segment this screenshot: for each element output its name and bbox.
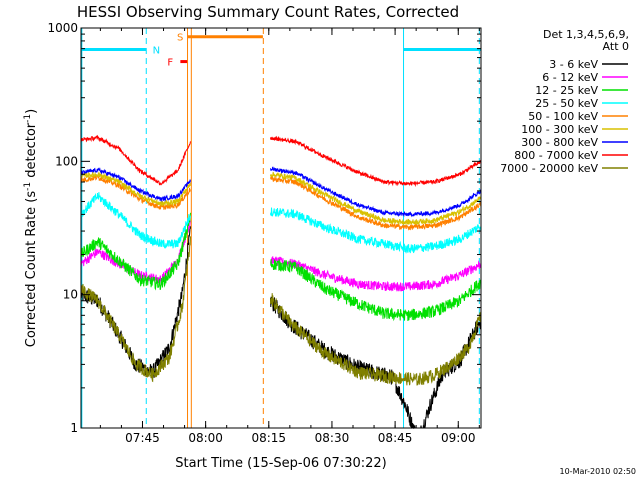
series-line-segment	[270, 293, 482, 386]
series-0	[80, 225, 482, 430]
series-line-segment	[80, 236, 191, 383]
y-axis-label-sup1: -1	[23, 182, 33, 191]
series-line-segment	[80, 212, 191, 291]
series-line-segment	[80, 134, 191, 186]
series-line-segment	[80, 174, 191, 210]
y-axis-label-mid: detector	[24, 122, 39, 182]
footer-timestamp: 10-Mar-2010 02:50	[560, 467, 637, 476]
series-6	[80, 166, 482, 218]
legend-label: 50 - 100 keV	[528, 110, 598, 123]
series-line-segment	[270, 255, 482, 292]
chart-title: HESSI Observing Summary Count Rates, Cor…	[77, 3, 459, 21]
legend-label: 12 - 25 keV	[535, 84, 598, 97]
series-line-segment	[270, 135, 482, 188]
legend-label: 300 - 800 keV	[521, 136, 598, 149]
series-line-segment	[270, 207, 482, 254]
legend-label: 6 - 12 keV	[542, 71, 598, 84]
y-axis-label-end: )	[24, 109, 39, 114]
series-5	[80, 170, 482, 226]
series-line-segment	[270, 259, 482, 322]
x-tick-label: 08:00	[188, 431, 223, 445]
series-line-segment	[270, 174, 482, 231]
series-3	[80, 192, 482, 254]
series-2	[80, 212, 482, 322]
y-tick-label: 1000	[47, 21, 78, 35]
y-axis-label-sup2: -1	[23, 114, 33, 123]
series-line-segment	[270, 166, 482, 218]
series-7	[80, 134, 482, 188]
y-axis-label: Corrected Count Rate (s-1 detector-1)	[23, 109, 39, 347]
axis-ticks: 07:45 08:00 08:15 08:30 08:45 09:00 1 10 100 1000	[47, 21, 481, 445]
x-tick-label: 08:30	[315, 431, 350, 445]
series-line-segment	[270, 171, 482, 226]
y-tick-label: 1	[70, 421, 78, 435]
flare-label: F	[167, 58, 173, 69]
legend-header-1: Det 1,3,4,5,6,9,	[543, 28, 629, 41]
x-tick-label: 08:15	[251, 431, 286, 445]
series-layer	[80, 134, 482, 430]
series-8	[80, 236, 482, 386]
x-tick-label: 08:45	[378, 431, 413, 445]
y-tick-label: 100	[55, 154, 78, 168]
legend-header-2: Att 0	[603, 40, 629, 53]
night-label: N	[153, 45, 160, 56]
legend-label: 3 - 6 keV	[549, 58, 598, 71]
legend-label: 25 - 50 keV	[535, 97, 598, 110]
series-line-segment	[270, 296, 482, 430]
y-axis-label-main: Corrected Count Rate (s	[24, 191, 39, 348]
series-line-segment	[80, 170, 191, 207]
legend-label: 800 - 7000 keV	[514, 149, 598, 162]
legend-label: 7000 - 20000 keV	[500, 162, 598, 175]
plot-frame	[80, 27, 482, 429]
series-line-segment	[80, 192, 191, 250]
y-tick-label: 10	[63, 288, 78, 302]
axes	[80, 27, 482, 429]
saa-label: S	[177, 33, 183, 44]
observing-markers: N S F	[81, 28, 481, 428]
series-line-segment	[80, 167, 191, 203]
x-tick-label: 09:00	[441, 431, 476, 445]
legend-label: 100 - 300 keV	[521, 123, 598, 136]
series-4	[80, 174, 482, 231]
x-tick-label: 07:45	[125, 431, 160, 445]
x-axis-label: Start Time (15-Sep-06 07:30:22)	[175, 456, 386, 471]
